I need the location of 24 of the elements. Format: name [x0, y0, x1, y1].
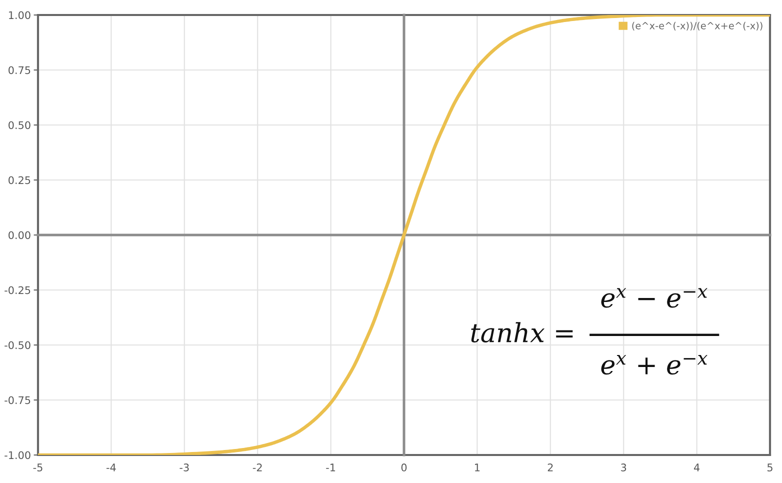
y-tick-label: -0.75 [4, 396, 30, 404]
x-tick-label: -4 [106, 464, 116, 472]
x-tick-label: -1 [326, 464, 336, 472]
y-tick-label: -0.50 [4, 341, 30, 350]
y-tick-label: 0.50 [8, 121, 30, 130]
x-tick-label: 5 [767, 464, 772, 472]
y-tick-label: 1.00 [9, 11, 30, 20]
x-tick-label: -2 [252, 464, 262, 472]
y-tick-label: 0.75 [8, 66, 30, 74]
y-tick-label: 0.00 [8, 231, 30, 240]
annotation: e$^{x}$ − e$^{−x}$ [601, 288, 708, 308]
y-tick-label: -1.00 [4, 451, 30, 460]
annotation: e$^{x}$ + e$^{−x}$ [601, 355, 708, 375]
x-tick-label: 3 [621, 464, 626, 472]
y-tick-label: -0.25 [4, 286, 30, 294]
x-tick-label: -3 [180, 464, 189, 472]
y-tick-label: 0.25 [8, 176, 30, 184]
x-tick-label: 4 [694, 464, 700, 472]
x-tick-label: 0 [401, 464, 407, 472]
x-tick-label: -5 [33, 464, 42, 472]
legend-label: (e^x-e^(-x))/(e^x+e^(-x)) [632, 22, 762, 30]
x-tick-label: 1 [475, 464, 480, 472]
x-tick-label: 2 [548, 464, 553, 472]
annotation: tanhx = [471, 322, 573, 343]
